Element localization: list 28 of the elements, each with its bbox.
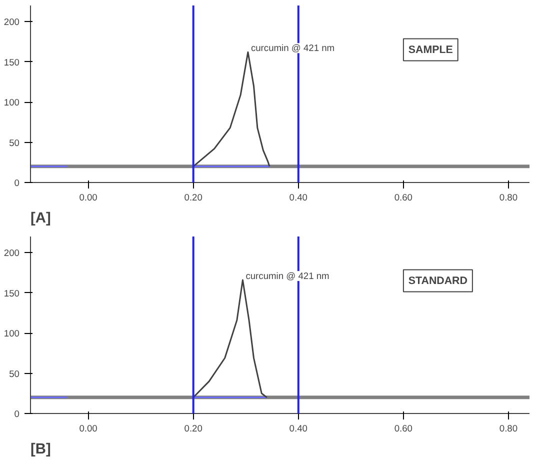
x-tick-label: 0.20 (184, 192, 202, 202)
y-tick-label: 200 (4, 17, 20, 28)
annotation: SAMPLE (408, 44, 453, 56)
y-tick-label: 100 (4, 98, 20, 108)
x-tick-label: 0.20 (184, 424, 202, 434)
y-tick-label: 100 (4, 328, 20, 339)
x-tick-label: 0.00 (79, 192, 98, 202)
y-tick-label: 150 (4, 288, 20, 298)
x-tick-label: 0.80 (499, 192, 518, 202)
y-tick-label: 50 (9, 138, 20, 148)
y-tick-label: 150 (4, 57, 20, 68)
x-tick-label: 0.00 (79, 424, 98, 434)
annotation: curcumin @ 421 nm (246, 270, 330, 281)
x-tick-label: 0.60 (394, 424, 413, 434)
y-tick-label: 200 (4, 248, 20, 258)
x-tick-label: 0.40 (289, 192, 308, 202)
y-tick-label: 0 (14, 178, 20, 188)
line-series (192, 51, 270, 168)
x-tick-label: 0.60 (394, 192, 413, 202)
line-series (192, 279, 268, 398)
annotation: STANDARD (408, 274, 468, 287)
text: [B] (30, 442, 51, 458)
y-tick-label: 50 (9, 368, 20, 379)
annotation: curcumin @ 421 nm (250, 43, 335, 54)
text: [A] (30, 210, 51, 226)
y-tick-label: 0 (14, 409, 20, 419)
x-tick-label: 0.40 (289, 424, 308, 434)
x-tick-label: 0.80 (499, 424, 518, 434)
